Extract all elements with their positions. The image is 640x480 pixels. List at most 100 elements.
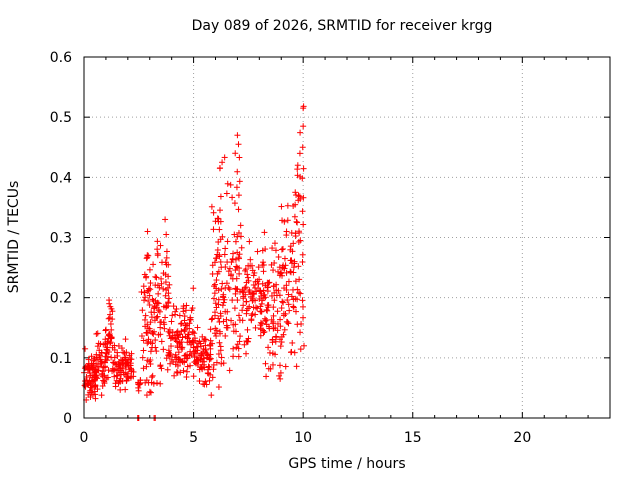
data-point xyxy=(148,374,155,381)
data-point xyxy=(229,275,236,282)
data-point xyxy=(107,320,114,327)
data-point xyxy=(292,230,299,237)
data-point xyxy=(217,258,224,265)
data-point xyxy=(236,265,243,272)
data-point xyxy=(297,290,304,297)
data-point xyxy=(201,336,208,343)
data-point xyxy=(264,307,271,314)
data-point xyxy=(215,315,222,322)
data-point xyxy=(210,209,217,216)
data-point xyxy=(240,289,247,296)
data-point xyxy=(278,333,285,340)
data-point xyxy=(238,244,245,251)
data-point xyxy=(282,363,289,370)
data-point xyxy=(297,346,304,353)
data-point xyxy=(213,255,220,262)
data-point xyxy=(165,347,172,354)
data-point xyxy=(156,284,163,291)
data-point xyxy=(248,293,255,300)
data-point xyxy=(104,353,111,360)
data-point xyxy=(229,297,236,304)
data-point xyxy=(88,353,95,360)
data-point xyxy=(85,362,92,369)
data-point xyxy=(285,301,292,308)
data-point xyxy=(226,265,233,272)
data-point xyxy=(138,288,145,295)
data-point xyxy=(272,247,279,254)
data-point xyxy=(217,193,224,200)
data-point xyxy=(184,351,191,358)
data-point xyxy=(262,360,269,367)
data-point xyxy=(273,287,280,294)
data-point xyxy=(223,190,230,197)
y-tick-label: 0 xyxy=(63,411,72,427)
data-point xyxy=(297,173,304,180)
data-point xyxy=(218,285,225,292)
data-point xyxy=(295,228,302,235)
data-point xyxy=(151,317,158,324)
data-point xyxy=(189,305,196,312)
data-point xyxy=(260,268,267,275)
data-point xyxy=(239,317,246,324)
data-point xyxy=(222,308,229,315)
data-point xyxy=(210,226,217,233)
data-point xyxy=(176,312,183,319)
data-point xyxy=(235,206,242,213)
data-point xyxy=(265,344,272,351)
data-point xyxy=(137,377,144,384)
data-point xyxy=(179,345,186,352)
data-point xyxy=(171,354,178,361)
data-point xyxy=(284,297,291,304)
data-point xyxy=(256,296,263,303)
data-point xyxy=(216,318,223,325)
x-axis-label: GPS time / hours xyxy=(288,456,406,472)
data-point xyxy=(210,361,217,368)
data-point xyxy=(126,352,133,359)
data-point xyxy=(214,215,221,222)
data-point xyxy=(209,270,216,277)
data-point xyxy=(257,332,264,339)
data-point xyxy=(278,305,285,312)
data-point xyxy=(179,358,186,365)
data-point xyxy=(145,252,152,259)
data-point xyxy=(154,313,161,320)
data-point xyxy=(292,295,299,302)
data-point xyxy=(229,194,236,201)
data-point xyxy=(268,292,275,299)
data-point xyxy=(213,277,220,284)
data-point xyxy=(231,200,238,207)
data-point xyxy=(152,282,159,289)
data-point xyxy=(152,273,159,280)
data-point xyxy=(254,248,261,255)
data-point xyxy=(111,346,118,353)
data-point xyxy=(272,333,279,340)
data-point xyxy=(163,261,170,268)
data-point xyxy=(286,307,293,314)
data-point xyxy=(243,298,250,305)
data-point xyxy=(239,286,246,293)
data-point xyxy=(111,366,118,373)
data-point xyxy=(198,350,205,357)
data-point xyxy=(227,181,234,188)
data-point xyxy=(81,382,88,389)
data-point xyxy=(269,361,276,368)
data-point xyxy=(147,357,154,364)
data-point xyxy=(278,269,285,276)
data-point xyxy=(299,208,306,215)
data-point xyxy=(219,302,226,309)
data-point xyxy=(147,389,154,396)
data-point xyxy=(181,352,188,359)
x-tick-label: 15 xyxy=(404,430,422,446)
data-point xyxy=(117,367,124,374)
data-point xyxy=(157,331,164,338)
data-point xyxy=(293,192,300,199)
data-point xyxy=(261,291,268,298)
data-point xyxy=(206,377,213,384)
data-point xyxy=(92,368,99,375)
data-point xyxy=(191,335,198,342)
data-point xyxy=(183,368,190,375)
data-point xyxy=(106,314,113,321)
data-point xyxy=(274,327,281,334)
data-point xyxy=(235,345,242,352)
data-point xyxy=(107,303,114,310)
